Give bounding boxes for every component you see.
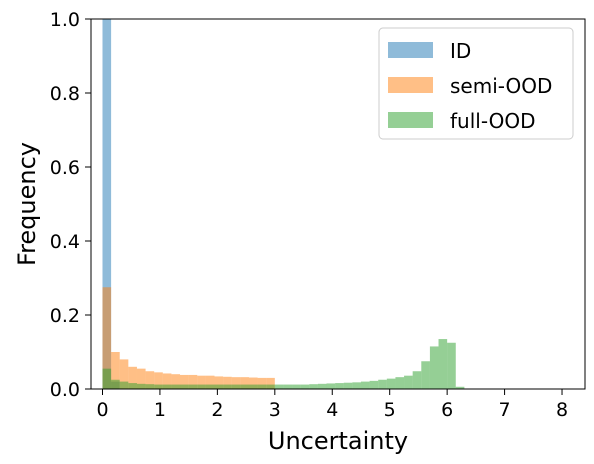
- bars-layer: [102, 19, 465, 389]
- bar-full-ood-41: [455, 386, 465, 389]
- x-tick-label-5: 5: [384, 399, 396, 421]
- bar-full-ood-35: [404, 375, 413, 389]
- x-tick-label-8: 8: [556, 399, 568, 421]
- bar-full-ood-30: [360, 381, 370, 389]
- bar-semi-ood-6: [154, 372, 163, 389]
- bar-full-ood-4: [136, 383, 146, 389]
- bar-full-ood-14: [223, 384, 232, 389]
- x-tick-label-2: 2: [211, 399, 223, 421]
- bar-full-ood-5: [145, 384, 155, 389]
- bar-full-ood-34: [395, 377, 405, 389]
- y-tick-label-0: 0.0: [50, 379, 80, 401]
- x-tick-label-1: 1: [154, 399, 166, 421]
- bar-full-ood-9: [180, 384, 189, 389]
- bar-full-ood-20: [274, 384, 284, 389]
- legend-swatch-id: [388, 42, 433, 58]
- bar-semi-ood-5: [145, 371, 155, 389]
- y-tick-label-2: 0.4: [50, 231, 80, 253]
- bar-semi-ood-18: [257, 377, 267, 389]
- bar-full-ood-19: [266, 384, 275, 389]
- bar-semi-ood-12: [205, 375, 215, 389]
- bar-full-ood-18: [257, 384, 267, 389]
- legend-label-id: ID: [450, 39, 471, 63]
- y-tick-label-4: 0.8: [50, 83, 80, 105]
- bar-semi-ood-2: [119, 359, 129, 389]
- bar-full-ood-17: [248, 384, 258, 389]
- legend-swatch-semi-ood: [388, 77, 433, 93]
- bar-full-ood-7: [162, 384, 172, 389]
- bar-semi-ood-16: [240, 377, 249, 389]
- bar-full-ood-31: [369, 380, 379, 389]
- bar-full-ood-28: [343, 382, 353, 389]
- x-tick-label-0: 0: [96, 399, 108, 421]
- bar-full-ood-21: [283, 384, 293, 389]
- bar-full-ood-27: [335, 383, 344, 389]
- bar-full-ood-16: [240, 384, 249, 389]
- bar-full-ood-3: [128, 383, 137, 389]
- bar-semi-ood-13: [214, 376, 224, 389]
- y-tick-label-1: 0.2: [50, 305, 80, 327]
- bar-full-ood-24: [309, 384, 318, 389]
- x-axis-label: Uncertainty: [268, 427, 408, 455]
- bar-semi-ood-15: [231, 377, 241, 389]
- bar-full-ood-33: [386, 378, 396, 389]
- bar-full-ood-29: [352, 382, 361, 389]
- series-semi-ood: [102, 287, 275, 389]
- y-axis-ticks: 0.0 0.2 0.4 0.6 0.8 1.0: [50, 9, 91, 401]
- x-tick-label-6: 6: [441, 399, 453, 421]
- bar-full-ood-6: [154, 384, 163, 389]
- bar-semi-ood-10: [188, 374, 198, 389]
- series-full-ood: [102, 339, 465, 389]
- bar-full-ood-13: [214, 384, 224, 389]
- bar-semi-ood-17: [248, 377, 258, 389]
- bar-semi-ood-7: [162, 373, 172, 389]
- bar-id-0: [102, 19, 112, 389]
- bar-semi-ood-3: [128, 366, 137, 389]
- bar-full-ood-22: [292, 384, 301, 389]
- bar-full-ood-26: [326, 383, 336, 389]
- legend: ID semi-OOD full-OOD: [378, 27, 574, 140]
- bar-full-ood-23: [300, 384, 310, 389]
- bar-full-ood-1: [111, 379, 120, 389]
- bar-full-ood-10: [188, 384, 198, 389]
- bar-semi-ood-11: [197, 375, 206, 389]
- bar-semi-ood-1: [111, 352, 120, 389]
- bar-full-ood-37: [421, 361, 430, 389]
- bar-full-ood-39: [438, 339, 448, 389]
- plot-frame: [90, 18, 586, 390]
- bar-full-ood-8: [171, 384, 181, 389]
- bar-semi-ood-0: [102, 287, 112, 389]
- bar-full-ood-12: [205, 384, 215, 389]
- y-tick-label-3: 0.6: [50, 157, 80, 179]
- y-tick-label-5: 1.0: [50, 9, 80, 31]
- bar-full-ood-40: [447, 342, 456, 389]
- x-tick-label-7: 7: [499, 399, 511, 421]
- x-tick-label-4: 4: [326, 399, 338, 421]
- legend-label-full-ood: full-OOD: [450, 109, 536, 133]
- bar-full-ood-36: [412, 371, 422, 389]
- bar-full-ood-25: [317, 383, 327, 389]
- bar-semi-ood-19: [266, 377, 275, 389]
- bar-full-ood-15: [231, 384, 241, 389]
- x-axis-ticks: 0 1 2 3 4 5 6 7 8: [96, 389, 568, 421]
- bar-full-ood-2: [119, 381, 129, 389]
- legend-label-semi-ood: semi-OOD: [450, 74, 552, 98]
- bar-full-ood-11: [197, 384, 206, 389]
- bar-semi-ood-9: [180, 374, 189, 389]
- bar-semi-ood-8: [171, 374, 181, 389]
- bar-semi-ood-14: [223, 376, 232, 389]
- bar-full-ood-0: [102, 368, 112, 389]
- legend-swatch-full-ood: [388, 112, 433, 128]
- bar-full-ood-32: [378, 379, 387, 389]
- x-tick-label-3: 3: [269, 399, 281, 421]
- bar-full-ood-38: [429, 346, 439, 389]
- bar-semi-ood-4: [136, 368, 146, 389]
- y-axis-label: Frequency: [13, 142, 41, 266]
